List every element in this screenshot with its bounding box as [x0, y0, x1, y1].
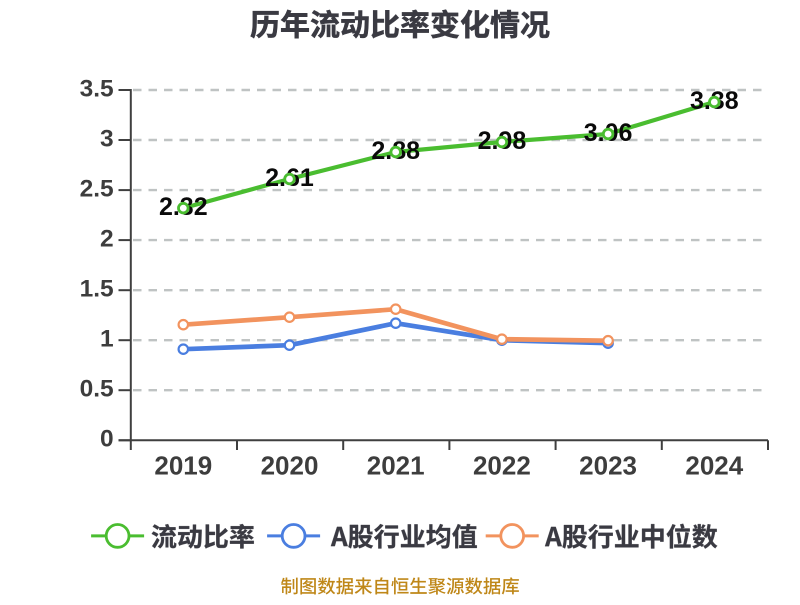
svg-text:3.5: 3.5: [80, 75, 114, 102]
svg-text:1.5: 1.5: [80, 276, 114, 303]
svg-text:0.5: 0.5: [80, 376, 114, 403]
svg-text:2: 2: [100, 225, 114, 252]
svg-text:2021: 2021: [367, 450, 425, 480]
svg-text:0: 0: [100, 426, 114, 453]
svg-text:2.5: 2.5: [80, 175, 114, 202]
svg-text:1: 1: [100, 326, 114, 353]
svg-text:3: 3: [100, 125, 114, 152]
svg-text:2024: 2024: [685, 450, 743, 480]
svg-text:2019: 2019: [154, 450, 212, 480]
svg-text:2022: 2022: [473, 450, 531, 480]
svg-text:2023: 2023: [579, 450, 637, 480]
svg-text:2020: 2020: [261, 450, 319, 480]
